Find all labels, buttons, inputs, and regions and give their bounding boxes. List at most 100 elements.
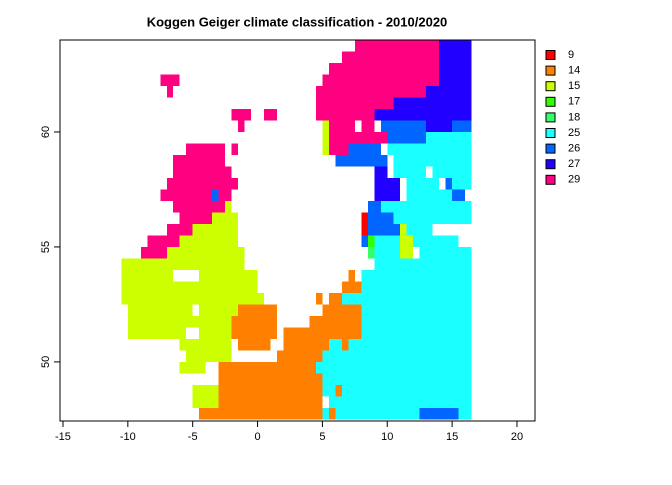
raster-cell <box>328 338 342 351</box>
raster-cell <box>121 269 174 282</box>
legend-swatch <box>545 50 556 60</box>
raster-cell <box>166 177 239 190</box>
x-tick-label: 10 <box>381 431 393 443</box>
raster-cell <box>322 304 362 316</box>
raster-cell <box>212 189 219 201</box>
raster-cell <box>387 131 427 144</box>
raster-cell <box>127 327 187 339</box>
raster-cell <box>322 373 472 385</box>
y-tick-label: 50 <box>40 356 52 368</box>
raster-cell <box>322 143 329 155</box>
raster-cell <box>231 315 278 328</box>
raster-cell <box>335 154 388 167</box>
raster-cell <box>374 235 401 247</box>
raster-cell <box>322 384 336 397</box>
raster-cell <box>186 315 232 328</box>
raster-cell <box>426 131 472 144</box>
raster-cell <box>439 51 472 63</box>
raster-cell <box>179 338 232 351</box>
raster-cell <box>361 281 472 293</box>
raster-cell <box>322 74 440 86</box>
legend-label: 27 <box>568 158 580 170</box>
raster-cell <box>367 246 375 259</box>
raster-cell <box>400 223 407 236</box>
raster-cell <box>173 166 232 178</box>
raster-cell <box>328 396 472 408</box>
raster-cell <box>127 315 187 328</box>
raster-cell <box>309 315 362 328</box>
raster-cell <box>160 189 213 201</box>
y-tick-label: 60 <box>40 126 52 138</box>
raster-cell <box>127 304 193 316</box>
raster-cell <box>315 85 427 98</box>
raster-cell <box>186 143 226 155</box>
raster-cell <box>199 269 258 282</box>
raster-cell <box>400 235 414 247</box>
raster-cell <box>426 85 472 98</box>
raster-cell <box>192 396 219 408</box>
legend-swatch <box>545 112 556 123</box>
raster-cell <box>335 384 342 397</box>
raster-cell <box>367 200 381 213</box>
raster-cell <box>367 212 394 224</box>
raster-cell <box>166 246 245 259</box>
raster-cell <box>335 407 420 420</box>
raster-cell <box>367 223 401 236</box>
x-tick-label: -10 <box>120 431 136 443</box>
raster-cell <box>341 51 440 63</box>
raster <box>121 40 472 420</box>
raster-cell <box>199 327 232 339</box>
raster-cell <box>354 40 440 52</box>
raster-cell <box>374 177 401 190</box>
raster-cell <box>192 223 239 236</box>
raster-cell <box>458 407 472 420</box>
raster-cell <box>179 361 206 374</box>
raster-cell <box>374 166 388 178</box>
plot-frame <box>59 39 536 422</box>
raster-cell <box>361 315 472 328</box>
raster-cell <box>328 120 355 132</box>
legend-swatch <box>545 128 556 138</box>
raster-cell <box>348 338 472 351</box>
raster-cell <box>199 407 323 420</box>
raster-cell <box>361 269 472 282</box>
raster-cell <box>231 327 278 339</box>
raster-cell <box>341 338 349 351</box>
raster-cell <box>173 200 226 213</box>
legend-swatch <box>545 174 556 185</box>
legend-label: 29 <box>568 174 580 186</box>
raster-cell <box>348 269 355 282</box>
raster-cell <box>283 338 329 351</box>
raster-cell <box>238 338 271 351</box>
raster-cell <box>160 74 180 86</box>
raster-cell <box>264 108 278 121</box>
legend-swatch <box>545 159 556 170</box>
raster-cell <box>315 108 375 121</box>
raster-cell <box>218 384 323 397</box>
raster-cell <box>238 120 245 132</box>
raster-cell <box>322 407 329 420</box>
raster-cell <box>426 120 453 132</box>
raster-cell <box>179 212 213 224</box>
raster-cell <box>406 189 453 201</box>
raster-cell <box>380 120 427 132</box>
raster-cell <box>173 154 226 167</box>
raster-cell <box>315 97 394 109</box>
raster-cell <box>192 384 219 397</box>
raster-cell <box>413 235 459 247</box>
raster-cell <box>393 212 472 224</box>
raster-cell <box>361 235 368 247</box>
legend-swatch <box>545 96 556 107</box>
raster-cell <box>367 235 375 247</box>
raster-cell <box>199 292 265 305</box>
raster-cell <box>361 212 368 224</box>
raster-cell <box>277 350 323 362</box>
raster-cell <box>406 177 440 190</box>
raster-cell <box>328 143 349 155</box>
raster-cell <box>140 246 167 259</box>
raster-cell <box>452 120 472 132</box>
raster-cell <box>361 304 472 316</box>
raster-cell <box>199 304 239 316</box>
chart-title: Koggen Geiger climate classification - 2… <box>147 14 448 29</box>
